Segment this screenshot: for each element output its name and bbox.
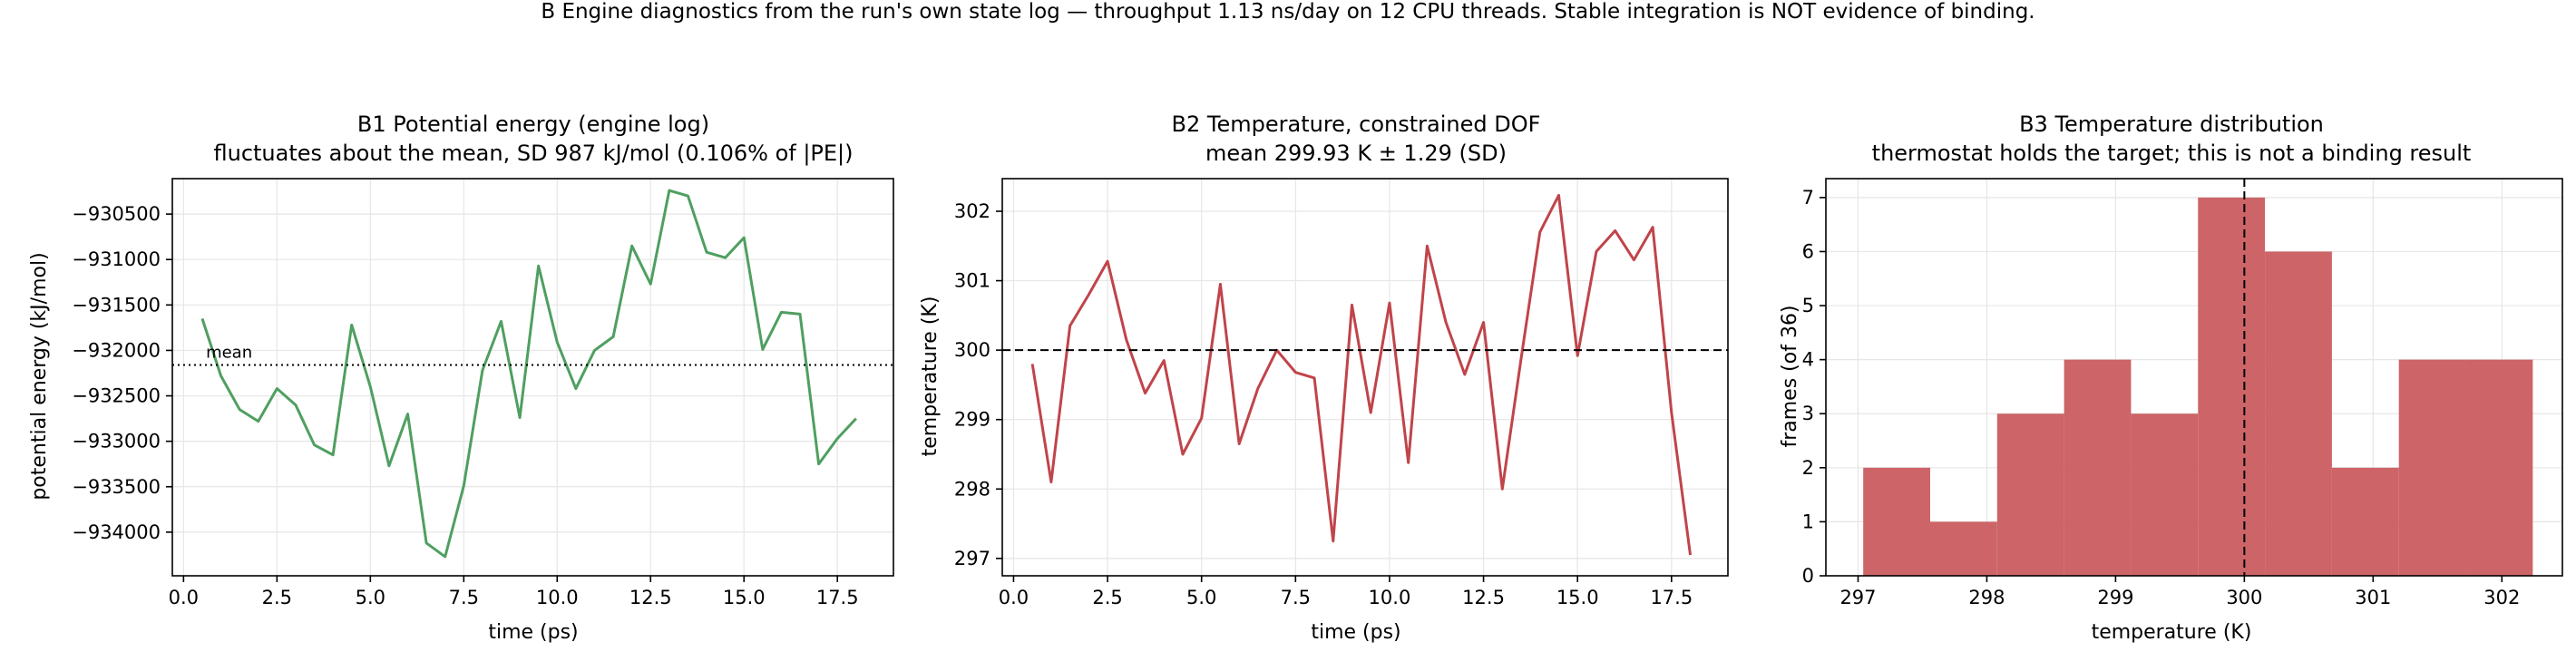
panel-title: B3 Temperature distribution (2019, 112, 2324, 137)
y-tick-label: 297 (954, 548, 990, 569)
y-tick-label: 1 (1802, 511, 1814, 532)
panel-subtitle: fluctuates about the mean, SD 987 kJ/mol… (213, 141, 853, 166)
x-tick-label: 17.5 (1650, 587, 1693, 608)
x-axis-label: time (ps) (488, 621, 578, 644)
histogram-bar (1929, 521, 1997, 576)
histogram-bar (2198, 197, 2266, 576)
x-tick-label: 12.5 (629, 587, 672, 608)
x-tick-label: 2.5 (262, 587, 292, 608)
histogram-bar (1863, 467, 1930, 576)
histogram-bar (2465, 359, 2533, 576)
axes-frame (1001, 178, 1729, 577)
x-tick-label: 15.0 (1556, 587, 1599, 608)
y-tick-label: −931000 (72, 248, 161, 270)
y-tick-label: −933000 (72, 431, 161, 452)
plot-area: 297 298 299 300 301 302 0 1 2 3 4 5 6 7 (1802, 178, 2563, 608)
y-tick-label: 4 (1802, 349, 1814, 371)
x-tick-label: 298 (1968, 587, 2005, 608)
series-line (200, 189, 857, 559)
panel-title: B1 Potential energy (engine log) (357, 112, 709, 137)
axes-frame (171, 178, 894, 577)
y-tick-label: 301 (954, 270, 990, 292)
y-tick-label: 2 (1802, 457, 1814, 479)
plot-area: mean 0.0 2.5 5.0 7.5 10.0 12.5 15.0 17.5 −934000 −… (72, 178, 894, 608)
x-tick-label: 301 (2355, 587, 2391, 608)
histogram-bar (1996, 413, 2064, 576)
figure-suptitle: B Engine diagnostics from the run's own … (541, 0, 2035, 24)
y-axis-label: potential energy (kJ/mol) (28, 252, 51, 500)
x-tick-label: 15.0 (723, 587, 766, 608)
x-tick-label: 0.0 (169, 587, 199, 608)
series-line (1030, 193, 1693, 556)
axes-frame (1825, 178, 2563, 577)
y-tick-label: −930500 (72, 203, 161, 225)
panel-subtitle: thermostat holds the target; this is not… (1872, 141, 2472, 166)
x-tick-label: 0.0 (999, 587, 1029, 608)
histogram-bar (2398, 359, 2466, 576)
y-tick-label: 5 (1802, 295, 1814, 316)
y-tick-label: 300 (954, 339, 990, 361)
x-tick-label: 7.5 (449, 587, 479, 608)
x-tick-label: 10.0 (1369, 587, 1411, 608)
y-tick-label: −932000 (72, 339, 161, 361)
y-tick-label: 7 (1802, 187, 1814, 209)
y-tick-label: 298 (954, 478, 990, 500)
y-tick-label: 302 (954, 200, 990, 222)
reference-line-label: mean (206, 343, 252, 362)
x-axis-label: time (ps) (1311, 621, 1400, 644)
y-tick-label: 0 (1802, 565, 1814, 587)
histogram-bar (2131, 413, 2199, 576)
x-tick-label: 7.5 (1281, 587, 1311, 608)
x-tick-label: 300 (2226, 587, 2262, 608)
y-tick-label: 6 (1802, 240, 1814, 262)
x-tick-label: 10.0 (536, 587, 579, 608)
y-tick-label: 299 (954, 409, 990, 431)
x-axis-label: temperature (K) (2092, 621, 2252, 644)
x-tick-label: 299 (2097, 587, 2133, 608)
histogram-bar (2331, 467, 2399, 576)
plot-area: 0.0 2.5 5.0 7.5 10.0 12.5 15.0 17.5 297 298 299 300… (954, 178, 1729, 608)
x-tick-label: 302 (2483, 587, 2520, 608)
histogram-bar (2265, 251, 2332, 576)
panel-subtitle: mean 299.93 K ± 1.29 (SD) (1205, 141, 1507, 166)
panel-title: B2 Temperature, constrained DOF (1172, 112, 1541, 137)
y-axis-label: temperature (K) (919, 297, 942, 457)
x-tick-label: 5.0 (1186, 587, 1216, 608)
y-axis-label: frames (of 36) (1779, 305, 1801, 447)
histogram-bar (2064, 359, 2132, 576)
y-tick-label: −932500 (72, 385, 161, 407)
y-tick-label: −933500 (72, 476, 161, 498)
y-tick-label: −931500 (72, 294, 161, 316)
y-tick-label: −934000 (72, 521, 161, 543)
y-tick-label: 3 (1802, 403, 1814, 424)
x-tick-label: 12.5 (1462, 587, 1505, 608)
x-tick-label: 2.5 (1092, 587, 1122, 608)
x-tick-label: 5.0 (356, 587, 385, 608)
x-tick-label: 17.5 (816, 587, 859, 608)
x-tick-label: 297 (1839, 587, 1876, 608)
